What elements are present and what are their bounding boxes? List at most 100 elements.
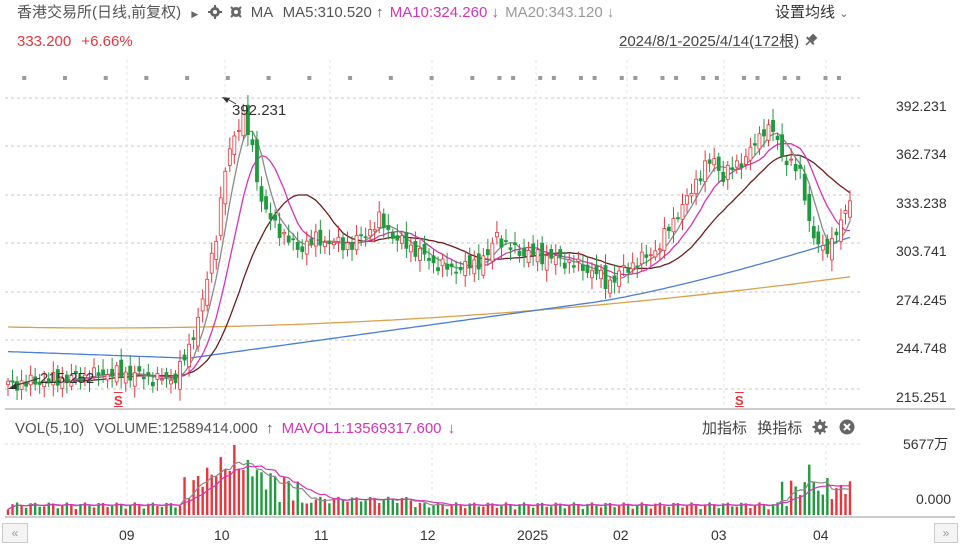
volume-bar xyxy=(287,480,290,515)
volume-bar xyxy=(436,502,440,515)
candle-body xyxy=(630,262,635,270)
volume-bar xyxy=(97,503,100,515)
volume-bar xyxy=(509,504,512,515)
volume-bar xyxy=(305,503,308,515)
candle-body xyxy=(694,178,698,195)
candle-body xyxy=(427,258,431,261)
candle-body xyxy=(255,139,259,183)
candle-body xyxy=(191,337,196,340)
ma10-value: MA10:324.260 xyxy=(389,4,488,21)
sell-marker-1[interactable]: S xyxy=(114,393,123,408)
volume-bar xyxy=(513,509,517,515)
volume-bar xyxy=(749,507,752,515)
chart-header: 香港交易所(日线,前复权) ▶ MA MA5:310.520 ↑ MA10:32… xyxy=(17,3,614,25)
volume-value: VOLUME:12589414.000 xyxy=(94,420,258,437)
volume-bar xyxy=(477,506,480,515)
candle-body xyxy=(241,110,246,137)
candle-body xyxy=(295,241,300,250)
event-marker: ▪ xyxy=(701,73,706,82)
volume-bar xyxy=(228,470,232,515)
volume-bar xyxy=(56,508,59,515)
volume-bar xyxy=(563,508,567,515)
volume-bar xyxy=(147,503,150,515)
volume-bar xyxy=(753,505,757,515)
volume-bar xyxy=(282,477,286,515)
double-chevron-left-icon[interactable]: « xyxy=(2,523,28,543)
candle-body xyxy=(114,365,119,383)
event-marker: ▪ xyxy=(796,73,801,82)
candle-body xyxy=(621,265,626,268)
volume-bar xyxy=(672,502,675,515)
candle-body xyxy=(807,193,812,222)
volume-bar xyxy=(649,508,653,515)
volume-bar xyxy=(201,486,204,515)
candle-body xyxy=(762,129,766,137)
candle-body xyxy=(304,240,309,255)
candle-body xyxy=(748,146,753,161)
candle-body xyxy=(277,223,282,238)
ma-gear-icon[interactable] xyxy=(229,5,243,25)
event-marker: ▪ xyxy=(592,73,597,82)
volume-bar xyxy=(174,507,177,515)
candle-body xyxy=(313,231,318,247)
candle-body xyxy=(644,254,649,258)
volume-bar xyxy=(355,497,358,515)
close-icon[interactable] xyxy=(839,419,855,441)
x-tick-label: 03 xyxy=(711,527,727,543)
candle-body xyxy=(282,232,287,235)
volume-header: VOL(5,10) VOLUME:12589414.000 ↑ MAVOL1:1… xyxy=(15,419,455,439)
candle-body xyxy=(169,380,173,385)
candle-body xyxy=(517,250,522,256)
candle-body xyxy=(78,377,83,383)
volume-bar xyxy=(391,499,394,515)
event-marker: ▪ xyxy=(741,73,746,82)
volume-bar xyxy=(830,499,834,515)
volume-bar xyxy=(11,504,14,515)
indicator-gear-icon[interactable] xyxy=(812,419,828,441)
candle-body xyxy=(454,271,459,274)
volume-bar xyxy=(712,505,716,515)
ma20-down-arrow-icon: ↓ xyxy=(606,4,615,21)
volume-bar xyxy=(264,489,268,515)
date-range: 2024/8/1-2025/4/14(172根) xyxy=(619,33,800,50)
candle-body xyxy=(386,225,391,230)
candle-body xyxy=(404,232,409,249)
candle-body xyxy=(64,374,69,384)
candle-body xyxy=(178,361,182,390)
expand-icon[interactable]: ▶ xyxy=(191,9,199,19)
x-tick-label: 11 xyxy=(314,527,329,543)
add-indicator-button[interactable]: 加指标 xyxy=(702,420,748,437)
volume-bar xyxy=(43,506,46,515)
volume-bar xyxy=(450,504,453,515)
volume-bar xyxy=(581,508,585,515)
switch-indicator-button[interactable]: 换指标 xyxy=(757,420,803,437)
candle-body xyxy=(485,249,490,256)
ma-settings-icon[interactable] xyxy=(208,5,223,25)
candle-body xyxy=(526,250,531,264)
candle-body xyxy=(811,226,816,239)
double-chevron-right-icon[interactable]: » xyxy=(934,523,958,543)
x-tick-label: 09 xyxy=(119,527,135,543)
volume-bar xyxy=(296,481,299,515)
candle-body xyxy=(390,231,395,239)
candle-body xyxy=(413,240,418,257)
candle-body xyxy=(123,371,128,384)
event-marker: ▪ xyxy=(836,73,841,82)
high-arrow xyxy=(228,99,237,105)
candle-body xyxy=(481,255,486,276)
candle-body xyxy=(345,242,350,251)
pin-icon[interactable] xyxy=(803,32,819,54)
ma-setting-dropdown[interactable]: 设置均线 ⌄ xyxy=(775,3,848,24)
volume-bar xyxy=(61,505,64,515)
volume-bar xyxy=(527,505,530,515)
candle-body xyxy=(734,160,739,168)
candle-body xyxy=(395,235,400,241)
volume-bar xyxy=(409,500,413,515)
volume-bar xyxy=(500,505,503,515)
candle-body xyxy=(33,376,38,385)
x-tick-label: 10 xyxy=(214,527,230,543)
sell-marker-2[interactable]: S xyxy=(735,393,744,408)
candle-body xyxy=(232,135,237,155)
candle-body xyxy=(513,242,517,245)
